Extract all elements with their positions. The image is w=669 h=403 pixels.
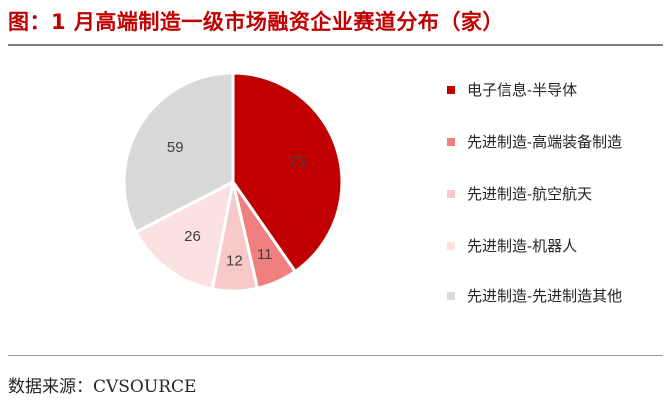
legend-item-1: 电子信息-半导体 (447, 78, 662, 102)
pie-slice-5 (122, 71, 235, 234)
pie-slice-label-3: 12 (226, 252, 243, 269)
pie-slice-1 (231, 71, 344, 273)
source-note: 数据来源：CVSOURCE (8, 377, 197, 397)
legend-label-5: 先进制造-先进制造其他 (467, 287, 623, 305)
pie-slice-label-4: 26 (184, 228, 201, 245)
bottom-divider (8, 355, 663, 356)
pie-slice-label-5: 59 (167, 139, 184, 156)
legend-label-3: 先进制造-航空航天 (467, 185, 593, 203)
chart-title: 图：1 月高端制造一级市场融资企业赛道分布（家） (8, 10, 504, 34)
legend-swatch-4 (447, 242, 455, 250)
legend-label-2: 先进制造-高端装备制造 (467, 133, 623, 151)
legend-label-4: 先进制造-机器人 (467, 237, 578, 255)
legend-item-5: 先进制造-先进制造其他 (447, 284, 662, 308)
legend-item-3: 先进制造-航空航天 (447, 182, 662, 206)
pie-slice-label-2: 11 (257, 246, 273, 263)
legend-item-4: 先进制造-机器人 (447, 234, 662, 258)
pie-slice-label-1: 73 (289, 154, 306, 171)
legend-swatch-3 (447, 190, 455, 198)
legend-swatch-5 (447, 292, 455, 300)
pie-slice-4 (134, 180, 235, 291)
pie-chart: 73 11 12 26 59 (122, 71, 344, 293)
legend-label-1: 电子信息-半导体 (467, 81, 578, 99)
legend-item-2: 先进制造-高端装备制造 (447, 130, 662, 154)
legend-swatch-2 (447, 138, 455, 146)
legend-swatch-1 (447, 86, 455, 94)
top-divider (8, 44, 663, 46)
